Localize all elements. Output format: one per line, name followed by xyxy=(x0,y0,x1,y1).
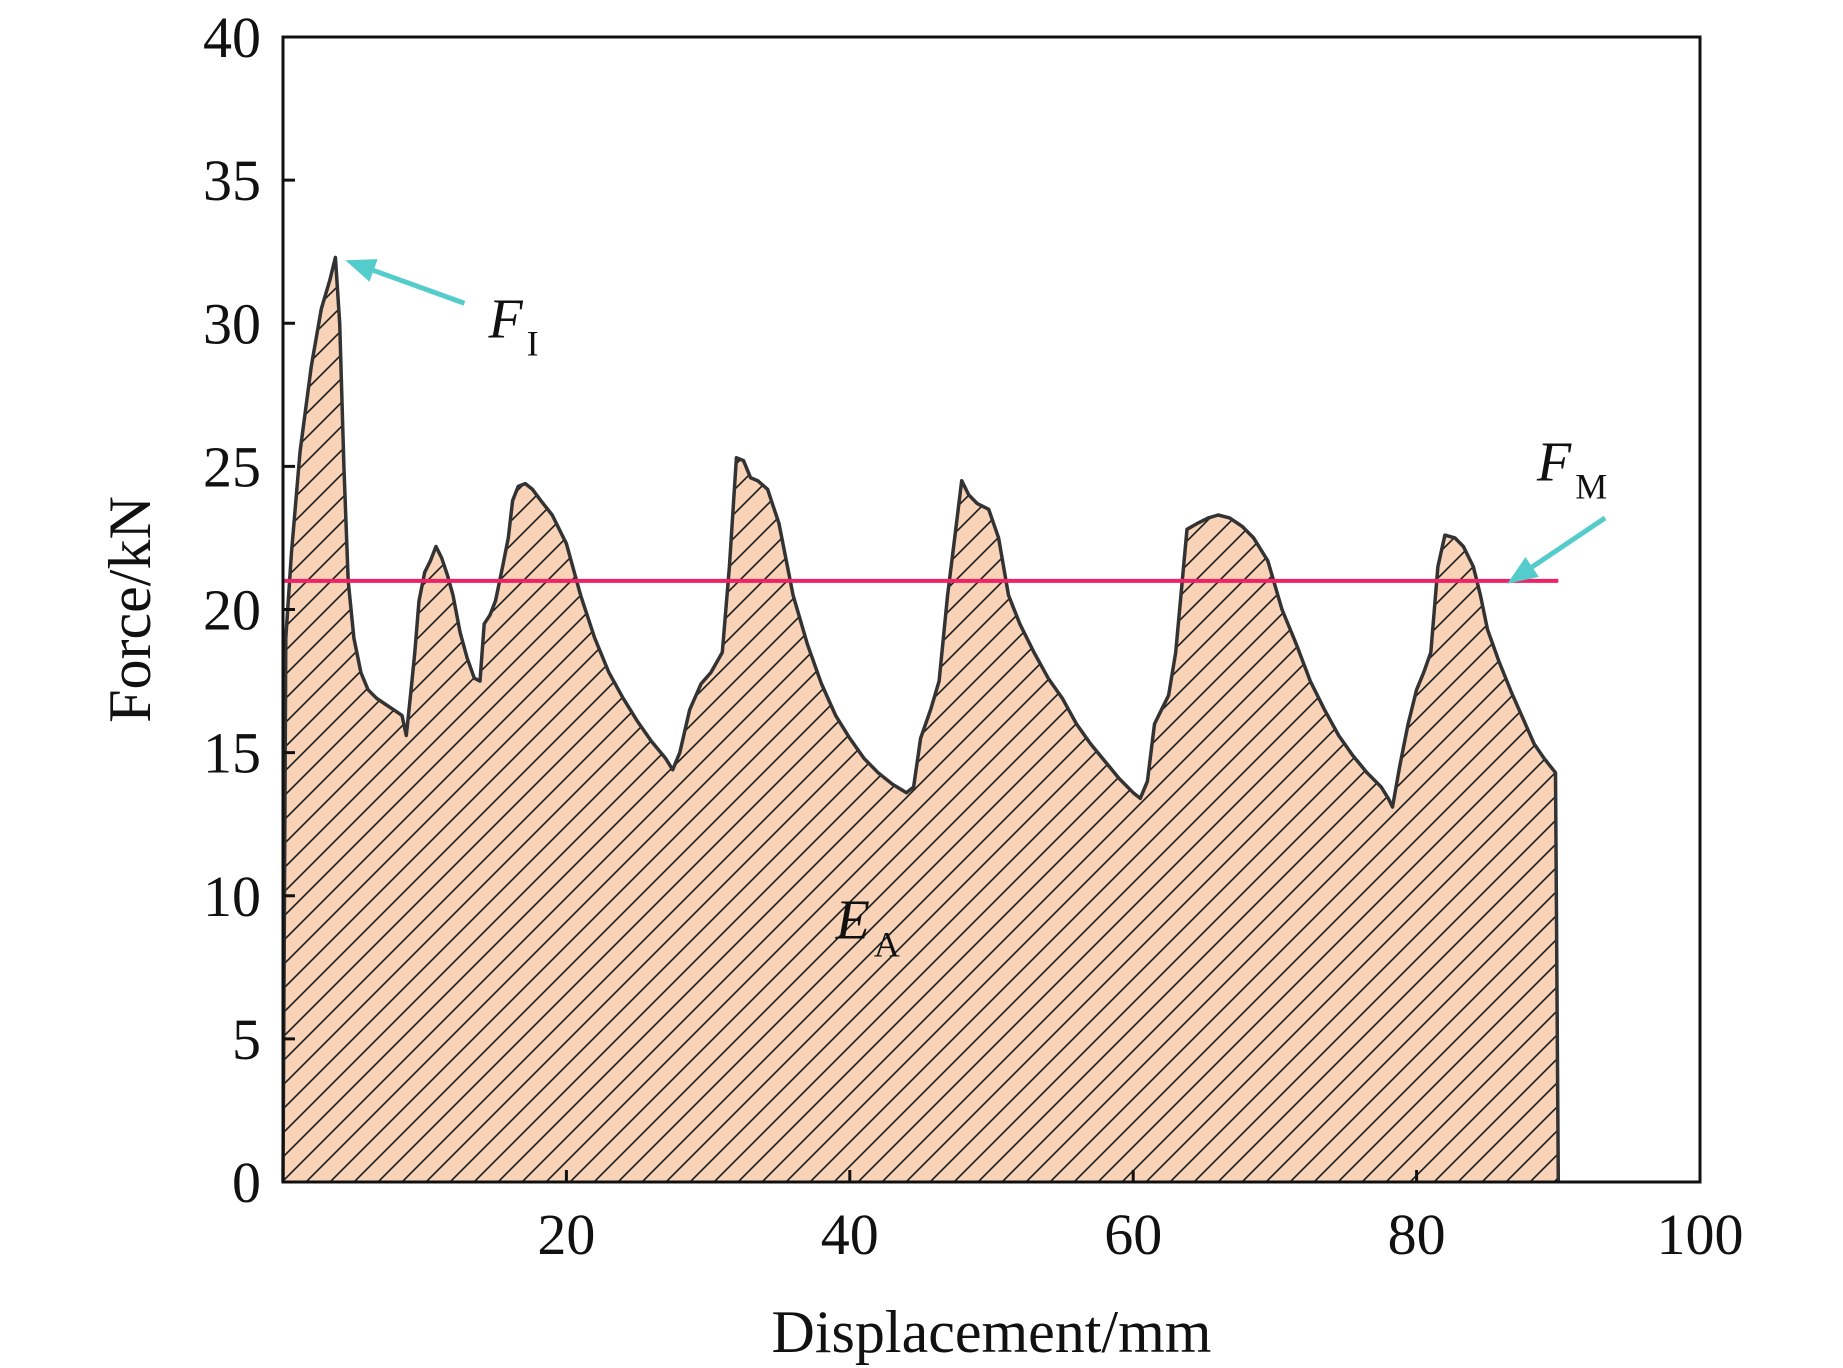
x-tick-label: 40 xyxy=(821,1202,879,1267)
x-axis-title: Displacement/mm xyxy=(772,1299,1212,1365)
y-tick-label: 15 xyxy=(203,721,261,786)
y-tick-label: 20 xyxy=(203,578,261,643)
annotation-arrow-shaft xyxy=(372,268,466,306)
y-axis-title: Force/kN xyxy=(97,496,163,723)
annotation-arrow-head xyxy=(1507,557,1539,584)
x-axis-ticks: 20 40 60 80 100 xyxy=(537,1170,1744,1267)
y-axis-ticks: 0 5 10 15 20 25 30 35 40 xyxy=(203,5,295,1215)
x-tick-label: 80 xyxy=(1388,1202,1446,1267)
x-tick-label: 20 xyxy=(537,1202,595,1267)
annotations: F I F M E A xyxy=(487,289,1607,965)
y-tick-label: 10 xyxy=(203,864,261,929)
y-tick-label: 5 xyxy=(232,1007,261,1072)
annotation-arrow-shaft xyxy=(1530,515,1607,570)
y-tick-label: 40 xyxy=(203,5,261,70)
y-tick-label: 35 xyxy=(203,148,261,213)
x-tick-label: 60 xyxy=(1104,1202,1162,1267)
annotation-arrow-head xyxy=(345,259,378,282)
annotation-arrows xyxy=(345,259,1607,584)
force-curve-line xyxy=(281,255,1561,1183)
energy-absorption-area xyxy=(283,257,1559,1182)
y-tick-label: 0 xyxy=(232,1150,261,1215)
y-tick-label: 25 xyxy=(203,434,261,499)
y-tick-label: 30 xyxy=(203,291,261,356)
x-tick-label: 100 xyxy=(1657,1202,1744,1267)
